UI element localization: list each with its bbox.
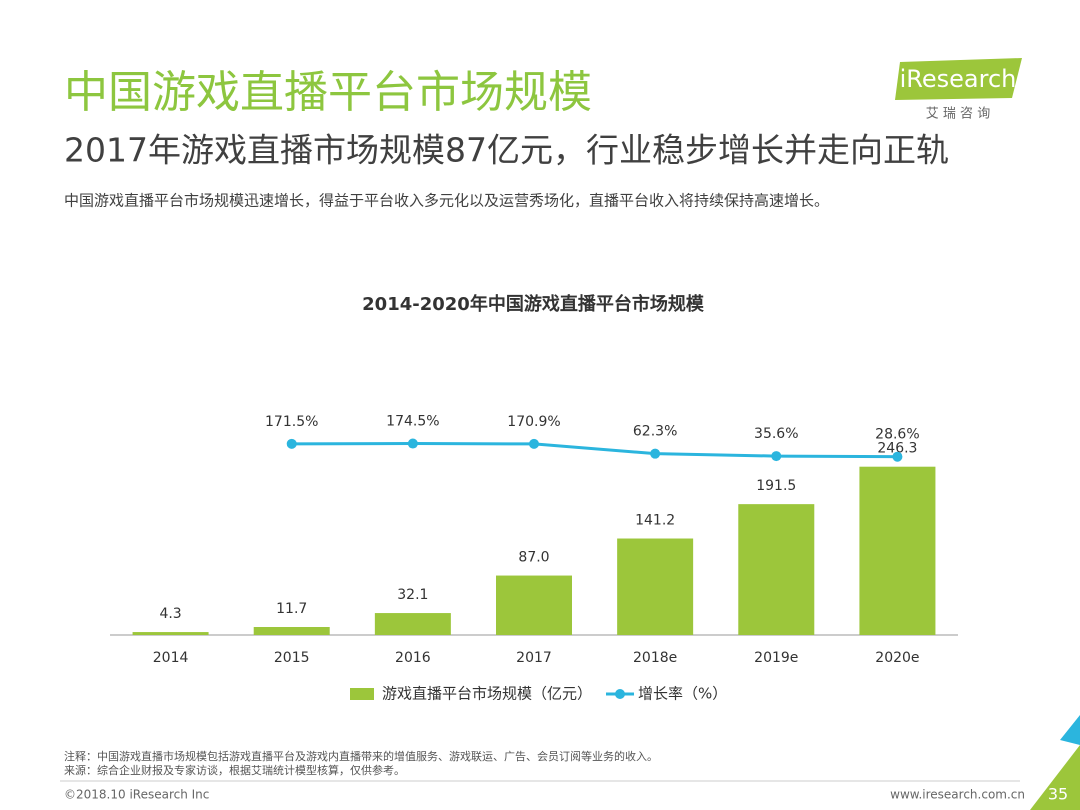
- title: 中国游戏直播平台市场规模: [64, 67, 592, 118]
- line-point: [771, 451, 782, 462]
- bar: [132, 632, 209, 635]
- line-point: [286, 438, 297, 449]
- x-tick-label: 2019e: [754, 650, 798, 666]
- bar-label: 87.0: [518, 550, 549, 566]
- line: [291, 442, 898, 459]
- legend-dot: [615, 689, 625, 699]
- logo-bg: [895, 58, 1022, 100]
- legend-swatch: [350, 688, 374, 700]
- line-label: 170.9%: [507, 414, 560, 430]
- x-tick-label: 2015: [274, 650, 310, 666]
- line-point: [892, 451, 903, 462]
- bar: [496, 575, 572, 635]
- legend: 游戏直播平台市场规模（亿元） 增长率（%）: [350, 685, 727, 703]
- legend-label: 游戏直播平台市场规模（亿元）: [382, 685, 592, 703]
- corner-accent: [1060, 715, 1080, 745]
- bar-label: 32.1: [397, 587, 428, 603]
- bar: [253, 627, 330, 635]
- chart-title: 2014-2020年中国游戏直播平台市场规模: [362, 293, 705, 315]
- bar: [859, 466, 936, 635]
- line-point: [407, 438, 418, 449]
- x-tick-label: 2018e: [633, 650, 677, 666]
- source: 来源：综合企业财报及专家访谈，根据艾瑞统计模型核算，仅供参考。: [64, 763, 405, 777]
- bar: [738, 504, 815, 635]
- plot: 2014 2015 2016 2017 2018e 2019e 2020e 4.3 11.7 32…: [132, 414, 936, 666]
- logo: iResearch: [900, 65, 1017, 93]
- corner: [1030, 745, 1080, 810]
- logo-sub: 艾 瑞 咨 询: [926, 107, 990, 122]
- page-number: 35: [1048, 785, 1068, 804]
- x-tick-label: 2014: [153, 650, 189, 666]
- bar-label: 191.5: [756, 478, 796, 494]
- description: 中国游戏直播平台市场规模迅速增长，得益于平台收入多元化以及运营秀场化，直播平台收…: [64, 192, 829, 210]
- x-tick-label: 2016: [395, 650, 431, 666]
- copyright: ©2018.10 iResearch Inc: [64, 788, 209, 802]
- subtitle: 2017年游戏直播市场规模87亿元，行业稳步增长并走向正轨: [64, 131, 949, 170]
- line-point: [529, 438, 539, 449]
- website: www.iresearch.com.cn: [890, 788, 1025, 802]
- line-label: 171.5%: [265, 414, 318, 430]
- x-tick-label: 2017: [516, 650, 552, 666]
- bar-label: 11.7: [276, 601, 307, 617]
- line-label: 28.6%: [875, 427, 919, 443]
- legend-label: 增长率（%）: [638, 685, 727, 703]
- x-tick-label: 2020e: [875, 650, 919, 666]
- bar-label: 4.3: [159, 606, 181, 622]
- bar-label: 141.2: [635, 513, 675, 529]
- line-label: 62.3%: [633, 424, 677, 440]
- line-label: 35.6%: [754, 426, 798, 442]
- bar-label: 246.3: [877, 441, 917, 457]
- line-label: 174.5%: [386, 414, 439, 430]
- bar: [374, 613, 451, 635]
- bar: [617, 538, 694, 635]
- line-point: [650, 448, 661, 459]
- note: 注释：中国游戏直播市场规模包括游戏直播平台及游戏内直播带来的增值服务、游戏联运、…: [64, 749, 658, 763]
